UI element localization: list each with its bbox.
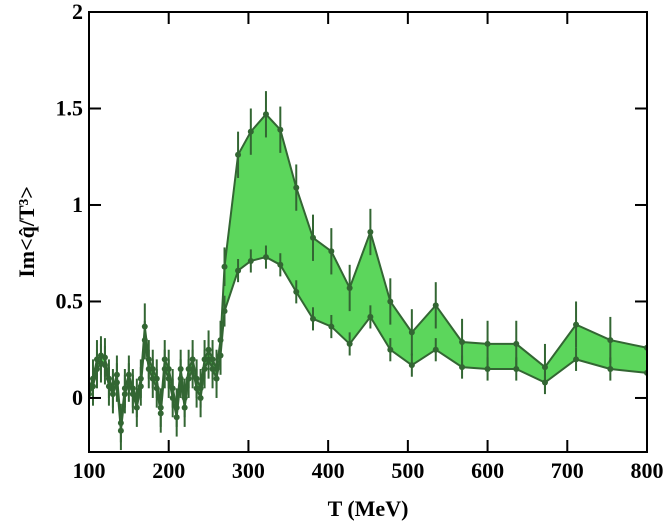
plot-frame (88, 11, 648, 453)
point (346, 340, 353, 347)
point (157, 410, 164, 417)
point (153, 385, 160, 392)
point (367, 229, 374, 235)
x-tick-label: 400 (312, 458, 345, 483)
point (607, 337, 614, 344)
point (328, 323, 335, 330)
point (165, 375, 172, 382)
point (221, 263, 228, 270)
point (573, 356, 580, 363)
point (235, 151, 242, 158)
y-tick-label: 1.5 (56, 95, 84, 120)
point (189, 366, 196, 373)
point (109, 391, 116, 398)
y-axis-label: Im<q̂/T³> (14, 186, 39, 278)
point (161, 366, 168, 373)
x-tick-label: 600 (471, 458, 504, 483)
point (513, 340, 520, 347)
point (247, 257, 254, 264)
point (459, 339, 466, 345)
point (89, 383, 96, 390)
point (121, 391, 128, 398)
point (117, 427, 124, 434)
point (328, 248, 335, 255)
point (177, 375, 184, 382)
point (573, 321, 580, 328)
point (408, 362, 415, 369)
y-tick-label: 2 (72, 0, 83, 24)
point (213, 375, 220, 382)
point (141, 337, 148, 344)
point (387, 298, 394, 305)
y-tick-label: 0 (72, 385, 83, 410)
point (173, 414, 180, 421)
point (262, 111, 269, 118)
point (387, 346, 394, 353)
point (185, 375, 192, 382)
point (309, 234, 316, 241)
point (101, 362, 108, 369)
y-tick-label: 1 (72, 192, 83, 217)
point (293, 288, 300, 295)
point (169, 394, 176, 401)
point (541, 364, 548, 371)
point (484, 366, 491, 373)
point (235, 267, 242, 274)
point (181, 404, 188, 411)
point (262, 254, 269, 261)
point (367, 313, 374, 320)
point (205, 356, 212, 363)
point (201, 366, 208, 373)
point (93, 366, 100, 373)
point (129, 391, 136, 398)
x-tick-label: 700 (551, 458, 584, 483)
point (247, 128, 254, 135)
point (145, 366, 152, 373)
point (293, 184, 300, 191)
x-tick-label: 200 (152, 458, 185, 483)
point (484, 340, 491, 347)
point (541, 379, 548, 386)
point (277, 261, 284, 268)
point (408, 329, 415, 336)
point (221, 308, 228, 315)
point (149, 375, 156, 382)
x-tick-label: 800 (631, 458, 664, 483)
point (432, 346, 439, 353)
point (137, 383, 144, 390)
x-axis-label: T (MeV) (328, 496, 409, 521)
y-tick-label: 0.5 (56, 288, 84, 313)
point (125, 379, 132, 386)
point (193, 385, 200, 392)
point (209, 366, 216, 373)
point (113, 379, 120, 386)
point (607, 366, 614, 373)
point (309, 315, 316, 322)
point (217, 352, 224, 359)
x-tick-label: 500 (391, 458, 424, 483)
point (197, 394, 204, 401)
point (277, 126, 284, 133)
band-fill (89, 114, 647, 431)
point (432, 302, 439, 309)
point (513, 366, 520, 373)
point (459, 364, 466, 371)
point (133, 404, 140, 411)
x-tick-label: 300 (232, 458, 265, 483)
point (346, 284, 353, 291)
point (105, 383, 112, 390)
x-tick-label: 100 (73, 458, 106, 483)
